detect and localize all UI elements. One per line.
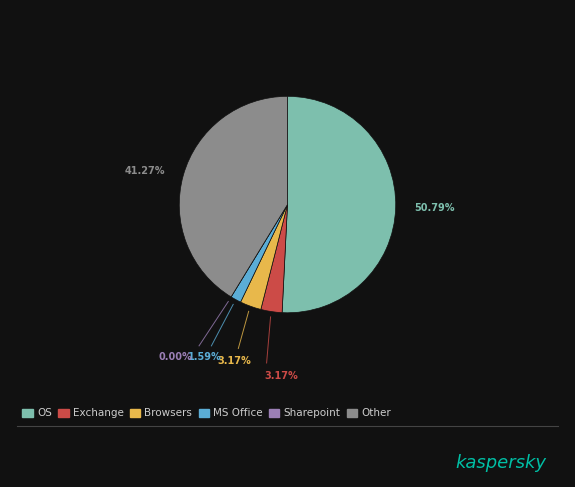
Wedge shape <box>231 205 288 302</box>
Text: 1.59%: 1.59% <box>188 352 222 362</box>
Wedge shape <box>282 96 396 313</box>
Text: 3.17%: 3.17% <box>217 356 251 366</box>
Text: 41.27%: 41.27% <box>125 166 166 176</box>
Wedge shape <box>240 205 288 309</box>
Wedge shape <box>231 205 288 297</box>
Text: 3.17%: 3.17% <box>264 371 298 381</box>
Legend: OS, Exchange, Browsers, MS Office, Sharepoint, Other: OS, Exchange, Browsers, MS Office, Share… <box>22 409 391 418</box>
Text: kaspersky: kaspersky <box>455 454 546 472</box>
Text: 50.79%: 50.79% <box>414 203 455 213</box>
Text: 0.00%: 0.00% <box>159 352 192 362</box>
Wedge shape <box>179 96 288 297</box>
Wedge shape <box>261 205 288 313</box>
